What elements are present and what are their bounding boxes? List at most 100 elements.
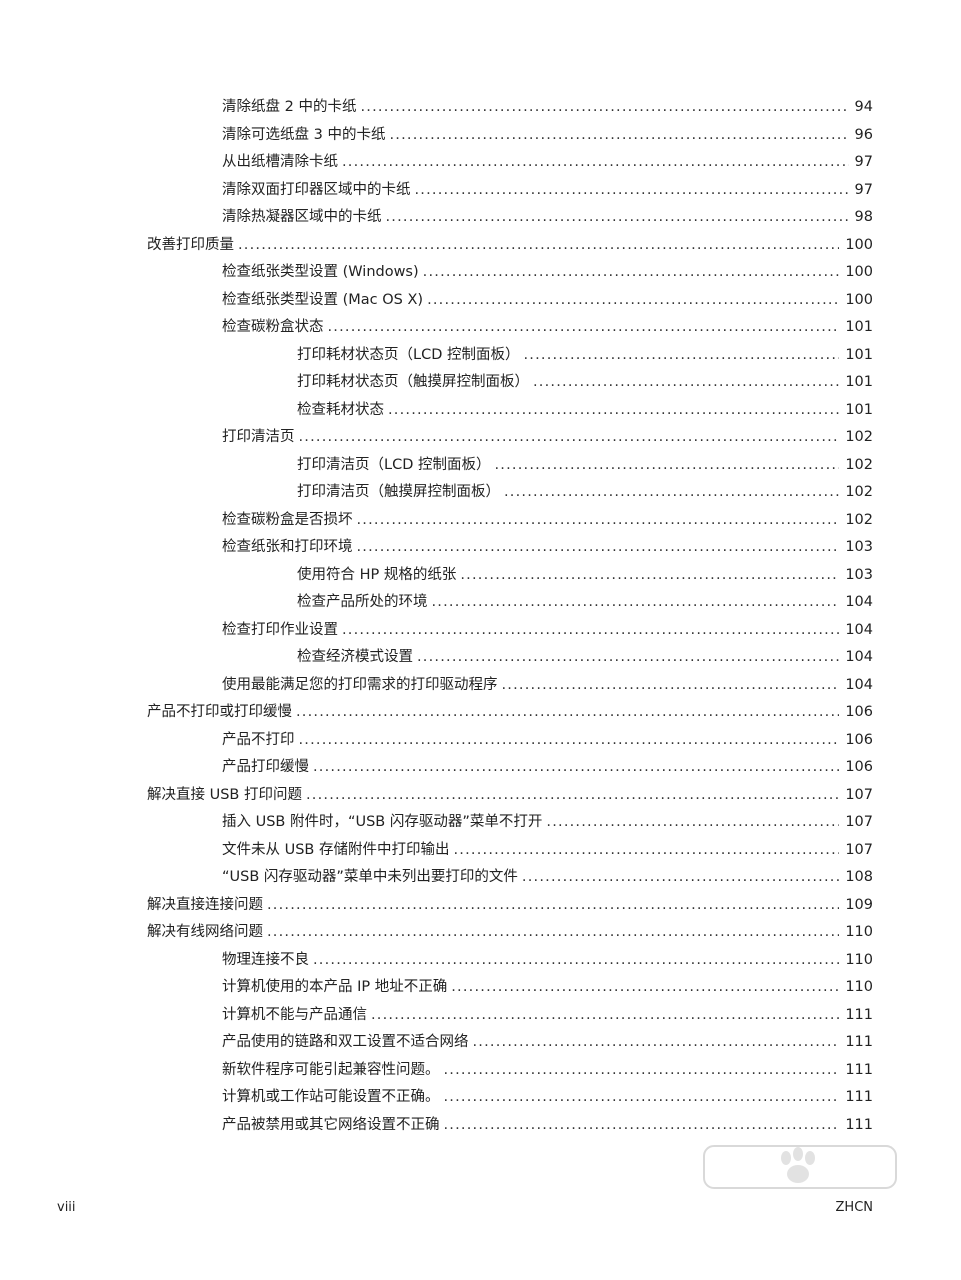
toc-entry[interactable]: 清除双面打印器区域中的卡纸 97 bbox=[222, 179, 873, 201]
dot-leader bbox=[267, 894, 839, 916]
toc-entry-title: 产品被禁用或其它网络设置不正确 bbox=[222, 1116, 440, 1133]
dot-leader bbox=[313, 949, 839, 971]
toc-entry[interactable]: 产品使用的链路和双工设置不适合网络 111 bbox=[222, 1031, 873, 1053]
toc-entry[interactable]: 检查打印作业设置 104 bbox=[222, 619, 873, 641]
toc-entry-page: 103 bbox=[845, 566, 873, 583]
toc-entry[interactable]: 计算机使用的本产品 IP 地址不正确 110 bbox=[222, 976, 873, 998]
dot-leader bbox=[296, 701, 839, 723]
toc-entry[interactable]: 改善打印质量 100 bbox=[147, 234, 873, 256]
dot-leader bbox=[360, 96, 848, 118]
toc-entry[interactable]: 插入 USB 附件时，“USB 闪存驱动器”菜单不打开 107 bbox=[222, 811, 873, 833]
dot-leader bbox=[371, 1004, 839, 1026]
dot-leader bbox=[299, 426, 840, 448]
toc-entry-page: 104 bbox=[845, 621, 873, 638]
toc-entry[interactable]: 新软件程序可能引起兼容性问题。 111 bbox=[222, 1059, 873, 1081]
toc-entry[interactable]: 打印耗材状态页（触摸屏控制面板） 101 bbox=[297, 371, 873, 393]
toc-entry[interactable]: 检查产品所处的环境 104 bbox=[297, 591, 873, 613]
toc-entry-title: 检查经济模式设置 bbox=[297, 649, 413, 665]
dot-leader bbox=[423, 261, 840, 283]
dot-leader bbox=[238, 234, 839, 256]
baidu-watermark-logo bbox=[703, 1145, 897, 1189]
toc-entry-title: 检查耗材状态 bbox=[297, 401, 384, 418]
toc-entry[interactable]: 物理连接不良 110 bbox=[222, 949, 873, 971]
locale-code: ZHCN bbox=[835, 1200, 873, 1215]
dot-leader bbox=[386, 206, 849, 228]
dot-leader bbox=[522, 866, 839, 888]
dot-leader bbox=[473, 1031, 840, 1053]
toc-entry[interactable]: 产品打印缓慢 106 bbox=[222, 756, 873, 778]
toc-entry-title: 文件未从 USB 存储附件中打印输出 bbox=[222, 841, 450, 858]
toc-entry-title: 计算机不能与产品通信 bbox=[222, 1006, 367, 1023]
toc-entry-title: 计算机使用的本产品 IP 地址不正确 bbox=[222, 979, 448, 995]
toc-entry-title: 检查碳粉盒状态 bbox=[222, 319, 324, 335]
dot-leader bbox=[389, 124, 848, 146]
toc-entry-page: 102 bbox=[845, 484, 873, 500]
toc-entry-page: 97 bbox=[854, 181, 873, 198]
toc-entry[interactable]: 检查纸张类型设置 (Mac OS X) 100 bbox=[222, 289, 873, 311]
dot-leader bbox=[415, 179, 849, 201]
dot-leader bbox=[453, 839, 839, 861]
dot-leader bbox=[494, 454, 839, 476]
toc-entry[interactable]: 检查耗材状态 101 bbox=[297, 399, 873, 421]
toc-entry[interactable]: 使用符合 HP 规格的纸张 103 bbox=[297, 564, 873, 586]
toc-entry-page: 100 bbox=[845, 264, 873, 280]
page-number: viii bbox=[57, 1200, 76, 1215]
toc-entry[interactable]: 解决直接连接问题 109 bbox=[147, 894, 873, 916]
toc-entry[interactable]: 打印清洁页（触摸屏控制面板） 102 bbox=[297, 481, 873, 503]
toc-entry-page: 100 bbox=[845, 291, 873, 308]
toc-entry-title: 打印清洁页（LCD 控制面板） bbox=[297, 456, 491, 473]
toc-entry-page: 110 bbox=[845, 979, 873, 995]
dot-leader bbox=[427, 289, 839, 311]
toc-entry[interactable]: 文件未从 USB 存储附件中打印输出 107 bbox=[222, 839, 873, 861]
toc-entry-page: 94 bbox=[854, 99, 873, 115]
toc-entry[interactable]: 打印清洁页（LCD 控制面板） 102 bbox=[297, 454, 873, 476]
toc-entry[interactable]: 从出纸槽清除卡纸 97 bbox=[222, 151, 873, 173]
toc-entry-page: 109 bbox=[845, 896, 873, 913]
toc-entry[interactable]: 产品不打印 106 bbox=[222, 729, 873, 751]
toc-entry-page: 100 bbox=[845, 236, 873, 253]
toc-entry-title: 计算机或工作站可能设置不正确。 bbox=[222, 1089, 440, 1105]
toc-entry[interactable]: “USB 闪存驱动器”菜单中未列出要打印的文件 108 bbox=[222, 866, 873, 888]
toc-entry-title: 物理连接不良 bbox=[222, 951, 309, 968]
toc-entry-title: 打印耗材状态页（LCD 控制面板） bbox=[297, 346, 520, 363]
toc-entry[interactable]: 产品被禁用或其它网络设置不正确 111 bbox=[222, 1114, 873, 1136]
toc-entry-title: 插入 USB 附件时，“USB 闪存驱动器”菜单不打开 bbox=[222, 814, 543, 830]
toc-entry[interactable]: 检查纸张和打印环境 103 bbox=[222, 536, 873, 558]
toc-entry[interactable]: 清除可选纸盘 3 中的卡纸 96 bbox=[222, 124, 873, 146]
toc-entry-page: 102 bbox=[845, 456, 873, 473]
toc-entry-title: 打印清洁页（触摸屏控制面板） bbox=[297, 484, 500, 500]
toc-entry[interactable]: 检查碳粉盒是否损坏 102 bbox=[222, 509, 873, 531]
toc-entry-page: 111 bbox=[845, 1034, 873, 1050]
toc-entry[interactable]: 检查纸张类型设置 (Windows) 100 bbox=[222, 261, 873, 283]
toc-entry-title: 产品使用的链路和双工设置不适合网络 bbox=[222, 1034, 469, 1050]
toc-entry[interactable]: 计算机或工作站可能设置不正确。 111 bbox=[222, 1086, 873, 1108]
toc-entry[interactable]: 检查经济模式设置 104 bbox=[297, 646, 873, 668]
dot-leader bbox=[267, 921, 839, 943]
dot-leader bbox=[502, 674, 840, 696]
dot-leader bbox=[546, 811, 839, 833]
toc-entry-title: 打印清洁页 bbox=[222, 429, 295, 445]
toc-entry-page: 102 bbox=[845, 429, 873, 445]
toc-entry[interactable]: 使用最能满足您的打印需求的打印驱动程序 104 bbox=[222, 674, 873, 696]
toc-entry-page: 101 bbox=[845, 374, 873, 390]
toc-entry-title: 检查产品所处的环境 bbox=[297, 594, 428, 610]
toc-entry[interactable]: 检查碳粉盒状态 101 bbox=[222, 316, 873, 338]
toc-entry[interactable]: 解决直接 USB 打印问题 107 bbox=[147, 784, 873, 806]
dot-leader bbox=[313, 756, 839, 778]
toc-entry-title: 清除双面打印器区域中的卡纸 bbox=[222, 181, 411, 198]
dot-leader bbox=[357, 536, 840, 558]
toc-entry[interactable]: 清除纸盘 2 中的卡纸 94 bbox=[222, 96, 873, 118]
toc-entry-title: 清除热凝器区域中的卡纸 bbox=[222, 209, 382, 225]
toc-entry-page: 107 bbox=[845, 814, 873, 830]
toc-entry[interactable]: 计算机不能与产品通信 111 bbox=[222, 1004, 873, 1026]
toc-entry[interactable]: 产品不打印或打印缓慢 106 bbox=[147, 701, 873, 723]
toc-entry[interactable]: 打印清洁页 102 bbox=[222, 426, 873, 448]
toc-entry[interactable]: 解决有线网络问题 110 bbox=[147, 921, 873, 943]
dot-leader bbox=[342, 619, 839, 641]
toc-entry-title: 产品不打印或打印缓慢 bbox=[147, 704, 292, 720]
toc-entry-page: 101 bbox=[845, 401, 873, 418]
toc-entry-title: 产品不打印 bbox=[222, 731, 295, 748]
toc-entry[interactable]: 清除热凝器区域中的卡纸 98 bbox=[222, 206, 873, 228]
toc-entry[interactable]: 打印耗材状态页（LCD 控制面板） 101 bbox=[297, 344, 873, 366]
dot-leader bbox=[342, 151, 849, 173]
